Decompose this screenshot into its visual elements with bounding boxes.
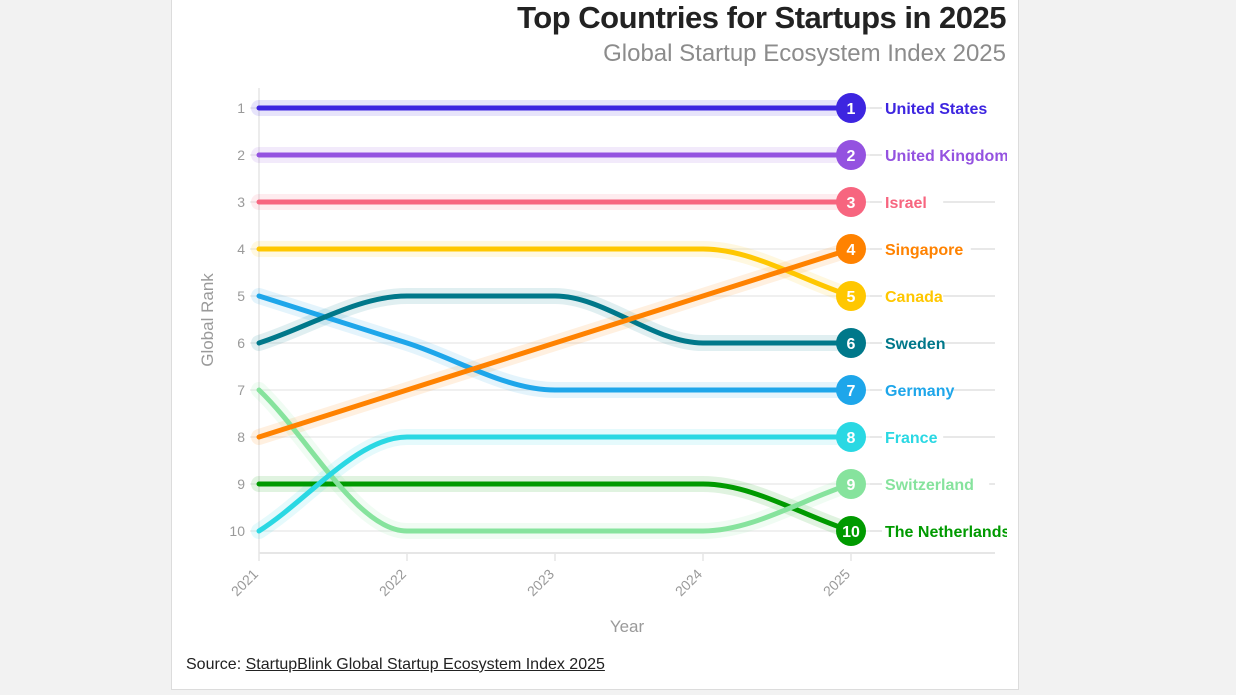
series-line-canada[interactable] xyxy=(256,246,854,299)
y-tick-label: 1 xyxy=(237,100,245,116)
rank-badge xyxy=(836,422,866,452)
series-line-germany[interactable] xyxy=(256,293,854,393)
chart-subtitle: Global Startup Ecosystem Index 2025 xyxy=(603,40,1006,67)
rank-badge-number: 3 xyxy=(847,195,856,212)
rank-badge xyxy=(836,469,866,499)
series-label: The Netherlands xyxy=(885,524,1010,541)
series-label: United States xyxy=(885,101,987,118)
rank-badge xyxy=(836,375,866,405)
rank-badge-number: 8 xyxy=(847,430,856,447)
y-tick-label: 5 xyxy=(237,288,245,304)
chart-card xyxy=(171,0,1019,690)
series-lines xyxy=(256,105,854,534)
label-bg xyxy=(882,474,990,494)
label-bg xyxy=(882,380,953,400)
rank-badge xyxy=(836,140,866,170)
end-marker-germany[interactable]: 7 Germany xyxy=(836,375,995,405)
label-bg xyxy=(882,239,971,259)
end-marker-sweden[interactable]: 6 Sweden xyxy=(836,328,995,358)
y-tick-label: 4 xyxy=(237,241,245,257)
x-tick-label: 2024 xyxy=(672,566,705,599)
rank-badge xyxy=(836,93,866,123)
rank-badge-number: 1 xyxy=(847,101,856,118)
series-label: France xyxy=(885,430,938,447)
rank-badge-number: 10 xyxy=(842,524,860,541)
series-halos xyxy=(251,99,859,540)
series-label: Sweden xyxy=(885,336,945,353)
series-label: Canada xyxy=(885,289,943,306)
rank-badge-number: 6 xyxy=(847,336,856,353)
x-axis-label: Year xyxy=(610,617,645,636)
x-tick-label: 2021 xyxy=(228,566,261,599)
series-label: Germany xyxy=(885,383,954,400)
rank-badge-number: 2 xyxy=(847,148,856,165)
y-tick-label: 7 xyxy=(237,382,245,398)
chart-title: Top Countries for Startups in 2025 xyxy=(517,0,1006,35)
source-link[interactable]: StartupBlink Global Startup Ecosystem In… xyxy=(245,656,605,673)
rank-badge-number: 5 xyxy=(847,289,856,306)
series-label: Singapore xyxy=(885,242,963,259)
end-marker-france[interactable]: 8 France xyxy=(836,422,995,452)
label-bg xyxy=(882,192,944,212)
source-note: Source: StartupBlink Global Startup Ecos… xyxy=(186,656,605,674)
end-marker-the-netherlands[interactable]: 10 The Netherlands xyxy=(836,516,1026,546)
series-end-markers: 1 United States 2 United Kingdom 3 Israel 4 Sin… xyxy=(836,93,1026,546)
x-tick-label: 2022 xyxy=(376,566,409,599)
label-bg xyxy=(882,286,944,306)
series-line-the-netherlands[interactable] xyxy=(256,481,854,534)
label-bg xyxy=(882,98,1007,118)
label-bg xyxy=(882,521,1007,541)
rank-badge xyxy=(836,187,866,217)
series-line-sweden[interactable] xyxy=(256,293,854,346)
series-line-france[interactable] xyxy=(256,434,854,534)
end-marker-united-states[interactable]: 1 United States xyxy=(836,93,1008,123)
end-marker-singapore[interactable]: 4 Singapore xyxy=(836,234,995,264)
series-line-switzerland[interactable] xyxy=(256,387,854,534)
rank-badge-number: 4 xyxy=(847,242,856,259)
y-axis-ticks: 1 2 3 4 5 6 7 8 9 10 xyxy=(229,100,245,539)
x-tick-label: 2023 xyxy=(524,566,557,599)
source-prefix: Source: xyxy=(186,656,246,673)
end-marker-united-kingdom[interactable]: 2 United Kingdom xyxy=(836,140,1017,170)
end-marker-switzerland[interactable]: 9 Switzerland xyxy=(836,469,995,499)
y-tick-label: 10 xyxy=(229,523,245,539)
end-marker-israel[interactable]: 3 Israel xyxy=(836,187,995,217)
rank-badge-number: 7 xyxy=(847,383,856,400)
x-tick-label: 2025 xyxy=(820,566,853,599)
series-line-singapore[interactable] xyxy=(256,246,854,440)
y-tick-label: 3 xyxy=(237,194,245,210)
series-label: United Kingdom xyxy=(885,148,1009,165)
end-marker-canada[interactable]: 5 Canada xyxy=(836,281,995,311)
rank-badge xyxy=(836,328,866,358)
label-bg xyxy=(882,145,1007,165)
y-tick-label: 2 xyxy=(237,147,245,163)
rank-badge xyxy=(836,516,866,546)
rank-badge-number: 9 xyxy=(847,477,856,494)
rank-badge xyxy=(836,281,866,311)
rank-badge xyxy=(836,234,866,264)
x-axis-ticks: 2021 2022 2023 2024 2025 xyxy=(228,553,853,599)
y-axis-label: Global Rank xyxy=(198,273,217,367)
label-bg xyxy=(882,333,944,353)
series-label: Israel xyxy=(885,195,927,212)
label-bg xyxy=(882,427,944,447)
series-label: Switzerland xyxy=(885,477,974,494)
y-tick-label: 6 xyxy=(237,335,245,351)
y-tick-label: 8 xyxy=(237,429,245,445)
y-tick-label: 9 xyxy=(237,476,245,492)
